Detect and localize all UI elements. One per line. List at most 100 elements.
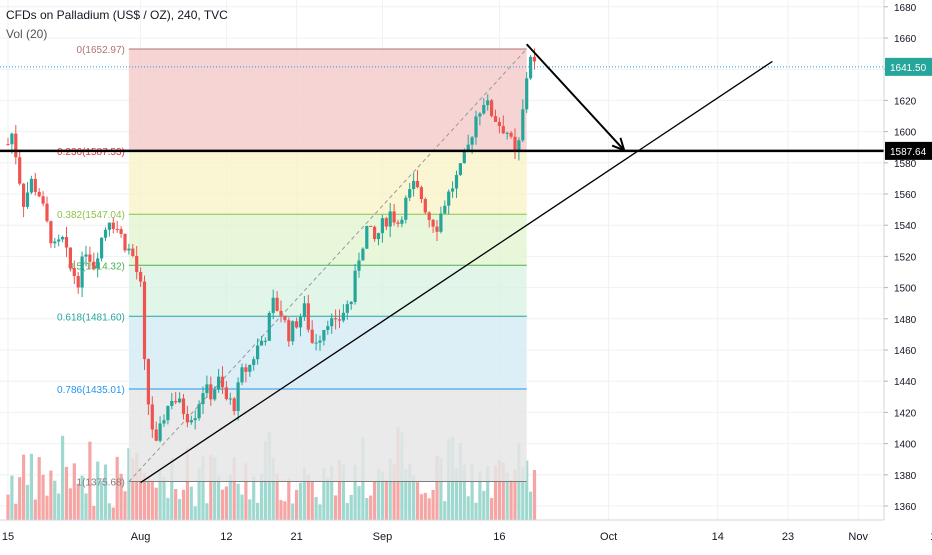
candle-body [517, 140, 521, 151]
candle-body [349, 301, 353, 305]
price-tick-label: 1500 [894, 284, 917, 295]
volume-bar [154, 487, 158, 520]
volume-bar [486, 466, 490, 520]
fibonacci-retracement[interactable]: 0(1652.97) 0.236(1587.53) 0.382(1547.04) 0.… [57, 45, 528, 489]
candle-body [458, 163, 462, 175]
candle-body [100, 237, 104, 259]
time-tick-label: 14 [712, 531, 724, 543]
candle-body [462, 151, 466, 164]
candle-body [525, 78, 529, 110]
price-tick-label: 1360 [894, 502, 917, 513]
candle-body [107, 222, 111, 230]
time-tick-label: 12 [930, 531, 932, 543]
candle-body [6, 144, 10, 146]
volume-bar [532, 469, 537, 520]
fib-band [128, 151, 527, 215]
candle-body [291, 321, 295, 342]
candle-body [41, 196, 45, 204]
volume-bar [287, 478, 291, 520]
candle-body [64, 237, 69, 248]
arrow-head [611, 137, 626, 153]
volume-bar [64, 466, 69, 520]
volume-bar [68, 488, 72, 520]
volume-bar [376, 469, 381, 520]
volume-bar [37, 457, 41, 520]
price-axis[interactable]: 1360 1380 1400 1420 1440 1460 1480 1500 1520 1540… [883, 0, 932, 550]
candle-body [205, 384, 209, 394]
time-axis[interactable]: 15 Aug 12 21 Sep 16 Oct 14 23 Nov 12 [0, 519, 932, 550]
drawings[interactable] [0, 43, 884, 484]
volume-bar [454, 468, 459, 520]
volume-bar [525, 460, 529, 520]
volume-bar [392, 464, 396, 520]
volume-bar [314, 496, 318, 520]
candle-body [353, 270, 357, 302]
volume-bar [373, 481, 377, 520]
volume-bar [357, 486, 361, 520]
volume-bar [224, 486, 228, 520]
level-price-tag-text: 1587.64 [890, 147, 927, 158]
candle-body [361, 248, 365, 261]
candle-body [76, 276, 80, 288]
candle-body [217, 376, 221, 390]
volume-bar [185, 447, 189, 520]
price-tick-label: 1600 [894, 128, 917, 139]
candle-body [154, 429, 158, 441]
candle-body [427, 212, 431, 220]
volume-bar [427, 498, 431, 520]
candle-body [501, 126, 505, 134]
last-price-tag [885, 57, 932, 76]
time-tick-label: Oct [600, 531, 617, 543]
volume-bar [135, 452, 139, 520]
volume-bar [443, 501, 447, 520]
candle-body [232, 398, 236, 412]
volume-bar [326, 477, 330, 520]
volume-bar [509, 479, 513, 520]
candle-body [357, 260, 361, 271]
volume-bar [334, 495, 338, 520]
volume-bar [419, 494, 423, 520]
volume-bar [513, 469, 517, 520]
volume-bar [341, 464, 345, 520]
candle-body [127, 248, 131, 251]
volume-bar [384, 480, 388, 520]
volume-bar [248, 499, 252, 520]
arrow-line[interactable] [525, 43, 625, 151]
candle-body [318, 340, 322, 343]
candle-body [139, 272, 143, 282]
candle-body [115, 228, 119, 230]
candle-body [322, 329, 326, 341]
volume-bar [29, 453, 33, 520]
candle-body [271, 297, 275, 313]
candle-body [369, 225, 373, 227]
candle-body [279, 310, 283, 316]
candle-body [326, 326, 330, 330]
volume-bar [162, 476, 166, 520]
candle-body [240, 367, 244, 383]
time-tick-label: 12 [220, 531, 232, 543]
candle-body [466, 144, 470, 152]
volume-bar [150, 480, 154, 520]
volume-bar [119, 473, 123, 520]
volume-bar [33, 499, 37, 520]
candle-body [150, 404, 154, 430]
candle-body [505, 132, 509, 134]
candle-body [103, 229, 108, 238]
candle-body [298, 317, 303, 328]
candle-body [451, 188, 455, 192]
candle-body [474, 116, 478, 138]
volume-bar [181, 489, 186, 520]
candle-body [96, 258, 100, 269]
candle-body [236, 382, 240, 412]
trend-line[interactable] [140, 60, 773, 484]
volume-bar [345, 502, 349, 520]
volume-bar [18, 477, 22, 520]
candle-body [181, 398, 186, 414]
candle-body [365, 225, 369, 249]
candle-body [380, 218, 384, 234]
volume-bar [103, 464, 108, 520]
volume-bar [100, 481, 104, 520]
candle-body [400, 219, 404, 224]
